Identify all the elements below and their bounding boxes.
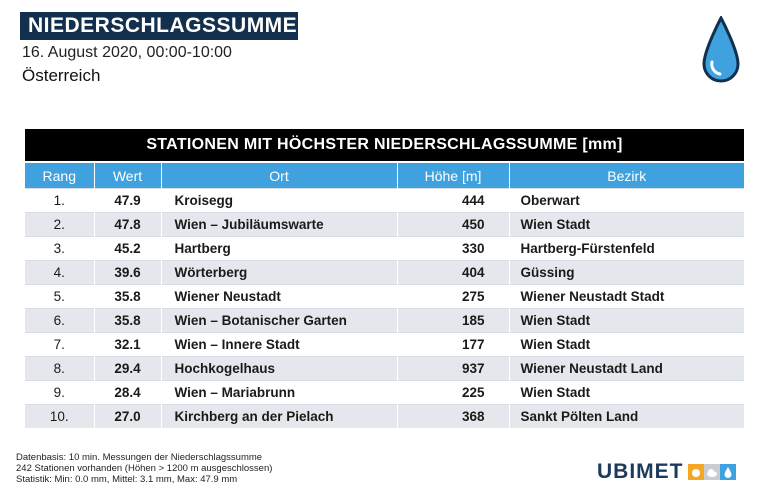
table-row: 5. 35.8 Wiener Neustadt 275 Wiener Neustadt … [25, 284, 744, 309]
cell-ort: Wien – Jubiläumswarte [161, 212, 398, 237]
cell-wert: 35.8 [94, 308, 162, 333]
table-row: 2. 47.8 Wien – Jubiläumswarte 450 Wien Stadt [25, 212, 744, 237]
cell-ort: Hartberg [161, 236, 398, 261]
cell-hoehe: 185 [397, 308, 510, 333]
cell-ort: Kirchberg an der Pielach [161, 404, 398, 428]
cell-bezirk: Wien Stadt [509, 332, 744, 357]
footer-line: 242 Stationen vorhanden (Höhen > 1200 m … [16, 463, 273, 474]
cell-ort: Wörterberg [161, 260, 398, 285]
cell-rang: 4. [25, 260, 95, 285]
cell-wert: 45.2 [94, 236, 162, 261]
column-header-bezirk: Bezirk [509, 163, 744, 189]
cell-wert: 35.8 [94, 284, 162, 309]
table-title: STATIONEN MIT HÖCHSTER NIEDERSCHLAGSSUMM… [25, 129, 744, 161]
column-header-rang: Rang [25, 163, 95, 189]
page-title: NIEDERSCHLAGSSUMME [20, 12, 298, 40]
cell-wert: 27.0 [94, 404, 162, 428]
cell-rang: 8. [25, 356, 95, 381]
cell-bezirk: Wien Stadt [509, 308, 744, 333]
rain-drop-icon [702, 16, 740, 83]
cell-rang: 6. [25, 308, 95, 333]
cell-bezirk: Wien Stadt [509, 380, 744, 405]
cell-bezirk: Güssing [509, 260, 744, 285]
cell-wert: 29.4 [94, 356, 162, 381]
table-row: 3. 45.2 Hartberg 330 Hartberg-Fürstenfeld [25, 236, 744, 261]
column-header-hoehe: Höhe [m] [397, 163, 510, 189]
footer-notes: Datenbasis: 10 min. Messungen der Nieder… [16, 452, 272, 485]
cell-bezirk: Wiener Neustadt Land [509, 356, 744, 381]
footer-line: Statistik: Min: 0.0 mm, Mittel: 3.1 mm, … [16, 474, 238, 485]
cell-hoehe: 937 [397, 356, 510, 381]
cell-rang: 3. [25, 236, 95, 261]
table-header-row: Rang Wert Ort Höhe [m] Bezirk [25, 163, 744, 189]
cell-hoehe: 444 [397, 188, 510, 213]
cell-wert: 32.1 [94, 332, 162, 357]
cell-bezirk: Hartberg-Fürstenfeld [509, 236, 744, 261]
cell-ort: Wien – Botanischer Garten [161, 308, 398, 333]
cell-rang: 5. [25, 284, 95, 309]
sun-icon [687, 464, 704, 480]
cell-ort: Wien – Innere Stadt [161, 332, 398, 357]
ubimet-logo: UBIMET [597, 460, 736, 484]
region-label: Österreich [22, 66, 101, 85]
cloud-icon [703, 464, 720, 480]
cell-bezirk: Oberwart [509, 188, 744, 213]
table-row: 4. 39.6 Wörterberg 404 Güssing [25, 260, 744, 285]
cell-hoehe: 275 [397, 284, 510, 309]
cell-rang: 1. [25, 188, 95, 213]
table-body: 1. 47.9 Kroisegg 444 Oberwart 2. 47.8 Wien – Ju… [25, 188, 744, 428]
drop-icon [719, 464, 736, 480]
cell-rang: 9. [25, 380, 95, 405]
table-row: 1. 47.9 Kroisegg 444 Oberwart [25, 188, 744, 213]
cell-hoehe: 450 [397, 212, 510, 237]
cell-bezirk: Wien Stadt [509, 212, 744, 237]
cell-ort: Wien – Mariabrunn [161, 380, 398, 405]
table-row: 8. 29.4 Hochkogelhaus 937 Wiener Neustadt La… [25, 356, 744, 381]
cell-bezirk: Sankt Pölten Land [509, 404, 744, 428]
cell-hoehe: 225 [397, 380, 510, 405]
footer-line: Datenbasis: 10 min. Messungen der Nieder… [16, 452, 263, 463]
column-header-ort: Ort [161, 163, 398, 189]
logo-icons [687, 464, 736, 480]
cell-ort: Kroisegg [161, 188, 398, 213]
cell-bezirk: Wiener Neustadt Stadt [509, 284, 744, 309]
column-header-wert: Wert [94, 163, 162, 189]
cell-rang: 10. [25, 404, 95, 428]
cell-hoehe: 368 [397, 404, 510, 428]
cell-hoehe: 404 [397, 260, 510, 285]
cell-ort: Wiener Neustadt [161, 284, 398, 309]
cell-wert: 47.8 [94, 212, 162, 237]
date-range: 16. August 2020, 00:00-10:00 [22, 44, 232, 61]
cell-hoehe: 330 [397, 236, 510, 261]
cell-ort: Hochkogelhaus [161, 356, 398, 381]
cell-wert: 28.4 [94, 380, 162, 405]
cell-hoehe: 177 [397, 332, 510, 357]
cell-rang: 7. [25, 332, 95, 357]
cell-wert: 39.6 [94, 260, 162, 285]
table-row: 9. 28.4 Wien – Mariabrunn 225 Wien Stadt [25, 380, 744, 405]
ranking-table: Rang Wert Ort Höhe [m] Bezirk 1. 47.9 Kroi… [25, 163, 744, 428]
table-row: 7. 32.1 Wien – Innere Stadt 177 Wien Stadt [25, 332, 744, 357]
cell-wert: 47.9 [94, 188, 162, 213]
table-row: 10. 27.0 Kirchberg an der Pielach 368 Sankt … [25, 404, 744, 428]
logo-text: UBIMET [597, 460, 684, 483]
table-row: 6. 35.8 Wien – Botanischer Garten 185 Wien S… [25, 308, 744, 333]
cell-rang: 2. [25, 212, 95, 237]
